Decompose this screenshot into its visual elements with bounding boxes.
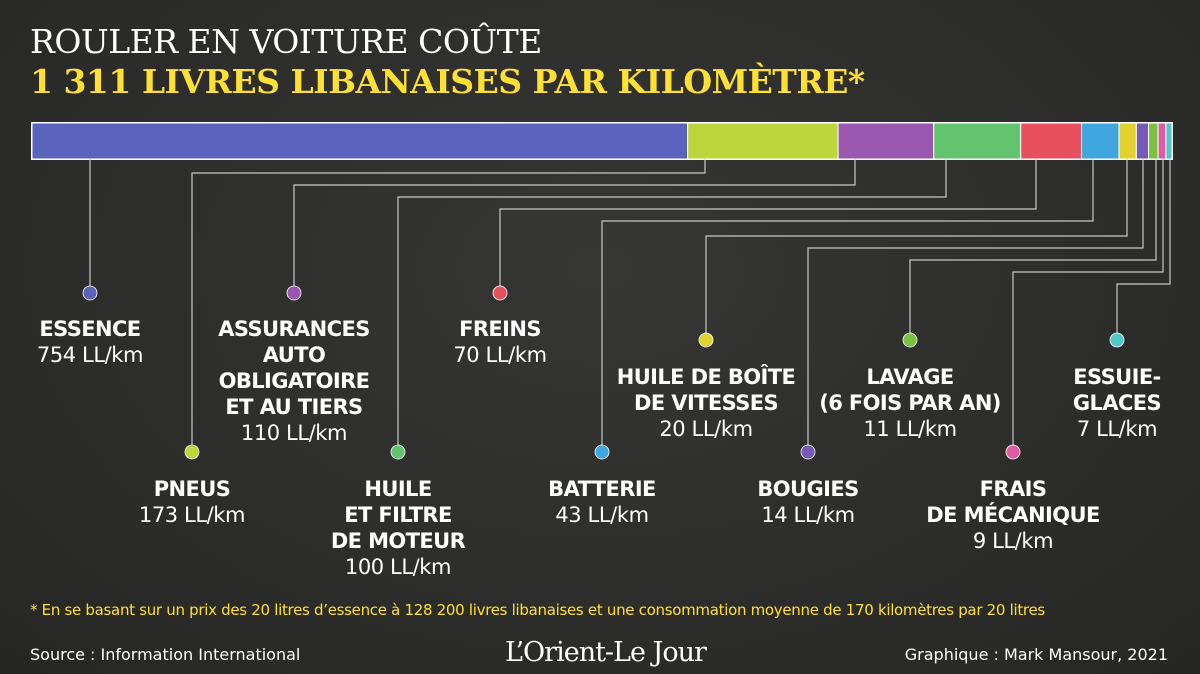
segment-dot-7 bbox=[698, 332, 714, 348]
chart-title-line-2: 1 311 LIVRES LIBANAISES PAR KILOMÈTRE* bbox=[30, 62, 865, 101]
segment-label-3-line-4: ET AU TIERS bbox=[225, 395, 362, 419]
segment-value-11: 7 LL/km bbox=[1077, 417, 1157, 441]
segment-dot-4 bbox=[390, 444, 406, 460]
segment-value-5: 70 LL/km bbox=[453, 343, 546, 367]
segment-label-11-line-2: GLACES bbox=[1073, 391, 1161, 415]
leader-line-4 bbox=[397, 159, 947, 452]
segment-value-6: 43 LL/km bbox=[555, 503, 648, 527]
segment-value-1: 754 LL/km bbox=[37, 343, 143, 367]
bar-segment-7 bbox=[1118, 122, 1137, 160]
segment-dot-8 bbox=[800, 444, 816, 460]
bar-segment-4 bbox=[933, 122, 1022, 160]
segment-dot-3 bbox=[286, 285, 302, 301]
segment-label-4-line-1: HUILE bbox=[364, 477, 431, 501]
segment-value-2: 173 LL/km bbox=[139, 503, 245, 527]
segment-label-2-line-1: PNEUS bbox=[154, 477, 231, 501]
segment-label-4-line-2: ET FILTRE bbox=[344, 503, 452, 527]
segment-value-10: 9 LL/km bbox=[973, 529, 1053, 553]
bar-segment-5 bbox=[1020, 122, 1083, 160]
leader-line-9 bbox=[909, 159, 1157, 340]
segment-label-3-line-3: OBLIGATOIRE bbox=[219, 369, 370, 393]
leader-line-7 bbox=[705, 159, 1128, 340]
bar-segment-11 bbox=[1165, 122, 1173, 160]
leader-line-6 bbox=[601, 159, 1094, 452]
leader-line-3 bbox=[293, 159, 856, 293]
segment-label-10-line-2: DE MÉCANIQUE bbox=[926, 502, 1099, 527]
segment-label-4-line-3: DE MOTEUR bbox=[331, 529, 466, 553]
segment-label-8-line-1: BOUGIES bbox=[757, 477, 858, 501]
leader-line-5 bbox=[499, 159, 1037, 293]
segment-value-7: 20 LL/km bbox=[659, 417, 752, 441]
graphic-credit: Graphique : Mark Mansour, 2021 bbox=[904, 645, 1168, 664]
bar-segment-9 bbox=[1148, 122, 1159, 160]
publisher-logo: L’Orient-Le Jour bbox=[505, 637, 707, 668]
source-credit: Source : Information International bbox=[30, 645, 301, 664]
segment-value-4: 100 LL/km bbox=[345, 555, 451, 579]
leader-line-8 bbox=[807, 159, 1144, 452]
bar-segment-2 bbox=[687, 122, 839, 160]
chart-title-line-1: ROULER EN VOITURE COÛTE bbox=[30, 22, 542, 61]
segment-label-7-line-1: HUILE DE BOÎTE bbox=[617, 364, 796, 389]
segment-label-5-line-1: FREINS bbox=[459, 317, 541, 341]
bar-segment-6 bbox=[1081, 122, 1120, 160]
segment-dot-2 bbox=[184, 444, 200, 460]
segment-value-9: 11 LL/km bbox=[863, 417, 956, 441]
segment-dot-10 bbox=[1005, 444, 1021, 460]
segment-label-10-line-1: FRAIS bbox=[980, 477, 1047, 501]
segment-label-6-line-1: BATTERIE bbox=[548, 477, 656, 501]
segment-value-3: 110 LL/km bbox=[241, 421, 347, 445]
leader-line-2 bbox=[191, 159, 706, 452]
segment-dot-9 bbox=[902, 332, 918, 348]
leader-line-10 bbox=[1012, 159, 1164, 452]
bar-segment-3 bbox=[837, 122, 935, 160]
leader-line-11 bbox=[1116, 159, 1171, 340]
bar-segment-8 bbox=[1135, 122, 1150, 160]
segment-dot-11 bbox=[1109, 332, 1125, 348]
segment-label-9-line-2: (6 FOIS PAR AN) bbox=[819, 391, 1001, 415]
segment-label-9-line-1: LAVAGE bbox=[866, 365, 953, 389]
segment-value-8: 14 LL/km bbox=[761, 503, 854, 527]
segment-dot-1 bbox=[82, 285, 98, 301]
segment-label-3-line-2: AUTO bbox=[263, 343, 325, 367]
footnote: * En se basant sur un prix des 20 litres… bbox=[30, 601, 1045, 619]
bar-segment-10 bbox=[1157, 122, 1167, 160]
segment-dot-5 bbox=[492, 285, 508, 301]
bar-segment-1 bbox=[31, 122, 689, 160]
segment-dot-6 bbox=[594, 444, 610, 460]
segment-label-1-line-1: ESSENCE bbox=[39, 317, 140, 341]
segment-label-7-line-2: DE VITESSES bbox=[634, 391, 778, 415]
segment-label-3-line-1: ASSURANCES bbox=[218, 317, 370, 341]
segment-label-11-line-1: ESSUIE- bbox=[1073, 365, 1160, 389]
